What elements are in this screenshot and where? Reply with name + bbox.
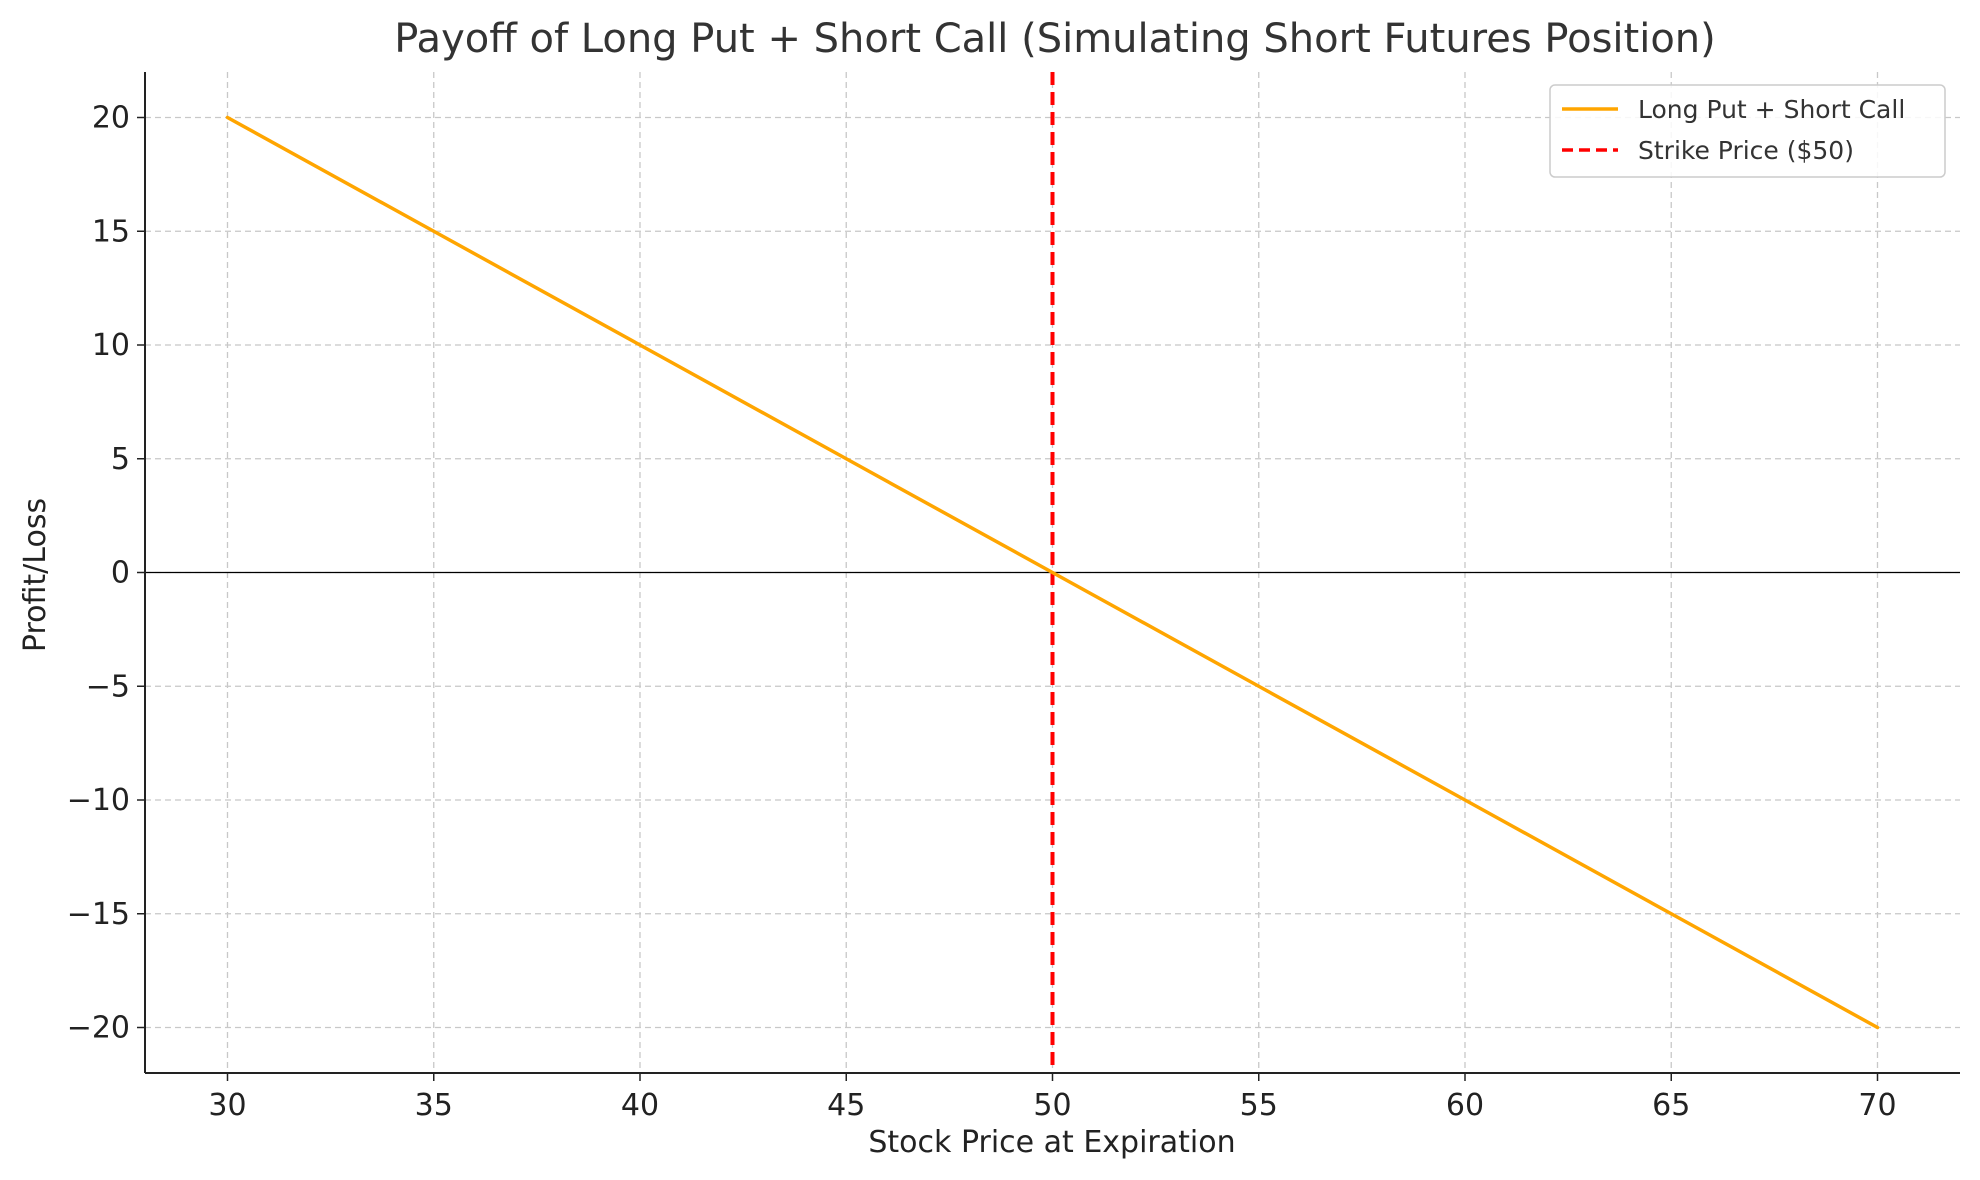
x-tick-label-60: 60 — [1446, 1088, 1484, 1123]
y-axis-label: Profit/Loss — [18, 498, 53, 652]
x-tick-label-30: 30 — [208, 1088, 246, 1123]
legend-frame — [1549, 84, 1946, 178]
x-axis-label: Stock Price at Expiration — [868, 1125, 1235, 1160]
x-tick-label-55: 55 — [1240, 1088, 1278, 1123]
x-tick-label-35: 35 — [415, 1088, 453, 1123]
y-tick-label--10: −10 — [67, 783, 130, 818]
chart-title: Payoff of Long Put + Short Call (Simulat… — [394, 16, 1716, 62]
y-tick-label-15: 15 — [92, 214, 130, 249]
series-line-0 — [225, 115, 1880, 1030]
x-tick-label-70: 70 — [1858, 1088, 1896, 1123]
y-tick-label--15: −15 — [67, 897, 130, 932]
x-tick-label-40: 40 — [621, 1088, 659, 1123]
legend: Long Put + Short Call Strike Price ($50) — [1549, 84, 1946, 178]
x-tick-label-65: 65 — [1652, 1088, 1690, 1123]
y-tick-label--20: −20 — [67, 1011, 130, 1046]
legend-label-strike: Strike Price ($50) — [1638, 136, 1854, 165]
y-tick-label-10: 10 — [92, 328, 130, 363]
y-tick-label-5: 5 — [111, 442, 130, 477]
y-tick-label-20: 20 — [92, 101, 130, 136]
y-tick-label-0: 0 — [111, 556, 130, 591]
x-tick-label-50: 50 — [1033, 1088, 1071, 1123]
series-layer — [225, 115, 1880, 1030]
legend-label-payoff: Long Put + Short Call — [1638, 95, 1905, 124]
x-tick-label-45: 45 — [827, 1088, 865, 1123]
y-tick-label--5: −5 — [86, 669, 130, 704]
